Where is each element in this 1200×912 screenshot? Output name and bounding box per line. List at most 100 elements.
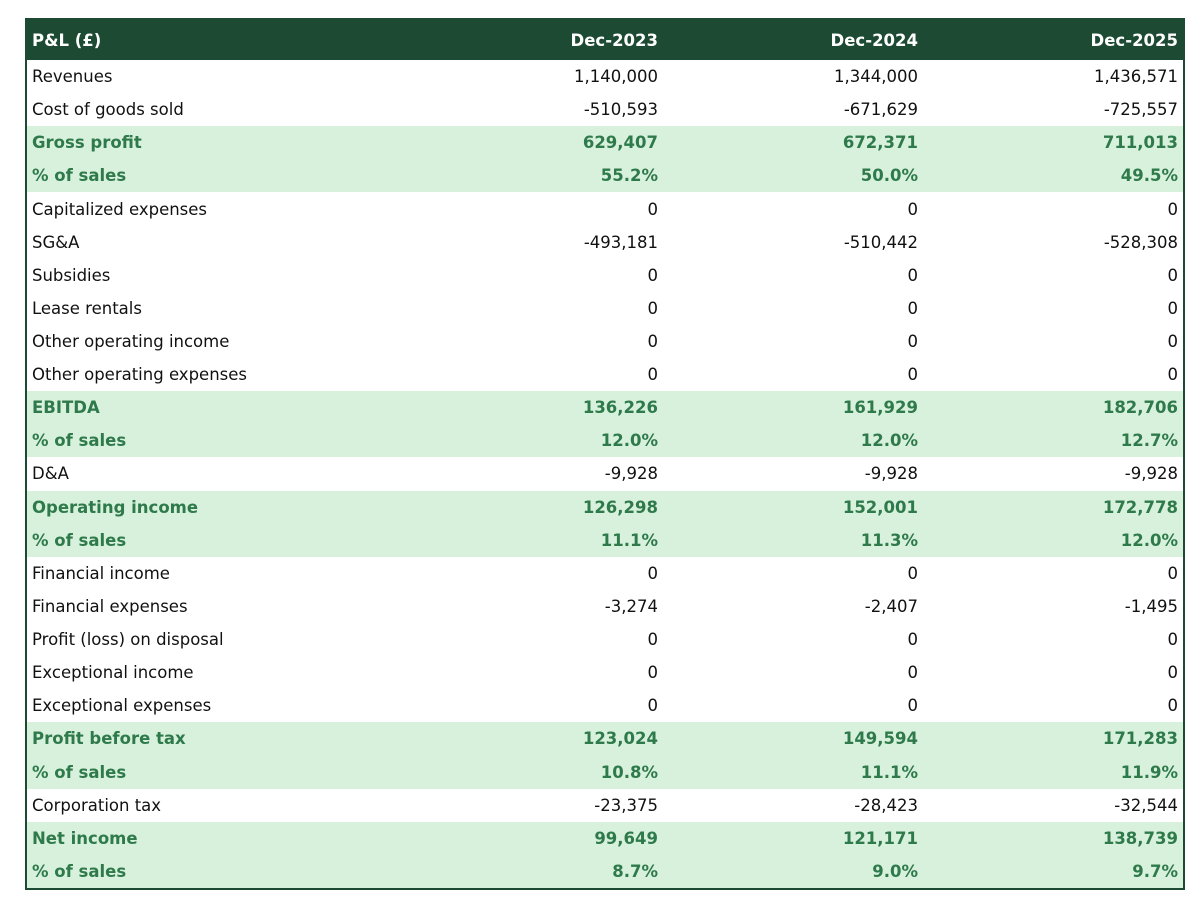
row-value: 0 <box>647 199 659 219</box>
row-value: -671,629 <box>843 100 918 120</box>
row-value: 0 <box>907 332 919 351</box>
row-value: 0 <box>1167 199 1179 219</box>
row-value: 152,001 <box>842 497 918 517</box>
row-value: 9.7% <box>1132 861 1178 881</box>
header-cell: Dec-2023 <box>570 30 658 50</box>
table-row: Financial income 0 0 0 <box>27 557 1183 590</box>
row-label: Lease rentals <box>32 298 142 318</box>
row-value: -9,928 <box>1124 464 1178 484</box>
table-row: Gross profit 629,407 672,371 711,013 <box>27 126 1183 160</box>
header-row: P&L (£) Dec-2023 Dec-2024 Dec-2025 <box>27 20 1183 60</box>
table-row: % of sales 8.7% 9.0% 9.7% <box>27 854 1183 888</box>
row-value: -2,407 <box>864 596 918 616</box>
row-label: Financial income <box>32 563 170 583</box>
row-value: 49.5% <box>1120 166 1178 186</box>
header-cell: P&L (£) <box>32 30 102 50</box>
row-value: -28,423 <box>854 795 918 815</box>
row-value: 629,407 <box>582 133 658 153</box>
row-value: 12.7% <box>1120 431 1178 451</box>
row-value: 10.8% <box>600 762 658 782</box>
row-value: 0 <box>907 563 919 583</box>
row-label: SG&A <box>32 232 80 252</box>
row-value: 149,594 <box>842 729 918 749</box>
row-value: -528,308 <box>1103 232 1178 252</box>
row-value: 0 <box>907 365 919 385</box>
row-label: Exceptional income <box>32 663 194 683</box>
table-row: Other operating expenses 0 0 0 <box>27 358 1183 391</box>
row-label: Operating income <box>32 497 199 517</box>
row-value: 0 <box>907 630 919 650</box>
row-label: Other operating income <box>32 332 230 351</box>
row-label: EBITDA <box>32 398 100 418</box>
row-value: 55.2% <box>600 166 658 186</box>
table-row: EBITDA 136,226 161,929 182,706 <box>27 391 1183 425</box>
row-value: 0 <box>907 265 919 285</box>
row-value: -9,928 <box>864 464 918 484</box>
row-value: -725,557 <box>1103 100 1178 120</box>
row-value: -9,928 <box>604 464 658 484</box>
row-value: 0 <box>1167 332 1179 351</box>
table-row: Other operating income 0 0 0 <box>27 325 1183 358</box>
row-value: 0 <box>647 630 659 650</box>
row-value: 12.0% <box>600 431 658 451</box>
pnl-table: P&L (£) Dec-2023 Dec-2024 Dec-2025 Revenues 1… <box>25 18 1185 890</box>
row-value: 11.1% <box>600 530 658 550</box>
row-value: 0 <box>647 298 659 318</box>
row-value: 11.9% <box>1120 762 1178 782</box>
row-label: Subsidies <box>32 265 111 285</box>
row-label: Cost of goods sold <box>32 100 184 120</box>
table-row: Capitalized expenses 0 0 0 <box>27 192 1183 225</box>
table-row: % of sales 11.1% 11.3% 12.0% <box>27 523 1183 557</box>
table-row: Lease rentals 0 0 0 <box>27 292 1183 325</box>
row-label: % of sales <box>32 431 127 451</box>
row-label: Exceptional expenses <box>32 696 212 716</box>
row-value: 126,298 <box>582 497 658 517</box>
header-cell: Dec-2025 <box>1090 30 1178 50</box>
table-row: Profit before tax 123,024 149,594 171,283 <box>27 722 1183 756</box>
row-label: Profit before tax <box>32 729 186 749</box>
table-row: Cost of goods sold -510,593 -671,629 -725,5… <box>27 93 1183 126</box>
row-value: 11.1% <box>860 762 918 782</box>
row-value: 50.0% <box>860 166 918 186</box>
row-value: 1,436,571 <box>1094 67 1178 87</box>
row-value: 0 <box>1167 298 1179 318</box>
row-value: 0 <box>1167 663 1179 683</box>
row-label: Financial expenses <box>32 596 188 616</box>
row-label: % of sales <box>32 861 127 881</box>
row-value: 0 <box>907 696 919 716</box>
row-value: 0 <box>1167 265 1179 285</box>
row-value: 123,024 <box>582 729 658 749</box>
row-value: 172,778 <box>1102 497 1178 517</box>
row-value: 711,013 <box>1102 133 1178 153</box>
row-value: -3,274 <box>604 596 658 616</box>
row-value: 99,649 <box>594 828 658 848</box>
row-value: 9.0% <box>872 861 918 881</box>
row-value: -1,495 <box>1124 596 1178 616</box>
row-value: 0 <box>907 663 919 683</box>
row-label: Profit (loss) on disposal <box>32 630 224 650</box>
row-value: -510,593 <box>583 100 658 120</box>
row-value: 1,140,000 <box>574 67 658 87</box>
table-row: Net income 99,649 121,171 138,739 <box>27 821 1183 855</box>
table-row: % of sales 10.8% 11.1% 11.9% <box>27 755 1183 789</box>
row-label: Gross profit <box>32 133 142 153</box>
row-value: 0 <box>647 332 659 351</box>
row-value: 0 <box>1167 563 1179 583</box>
row-value: 171,283 <box>1102 729 1178 749</box>
table-row: SG&A -493,181 -510,442 -528,308 <box>27 226 1183 259</box>
row-value: 11.3% <box>860 530 918 550</box>
row-value: 182,706 <box>1102 398 1178 418</box>
row-value: 0 <box>647 563 659 583</box>
row-value: 0 <box>1167 630 1179 650</box>
row-value: 0 <box>907 199 919 219</box>
row-label: Other operating expenses <box>32 365 247 385</box>
row-value: 161,929 <box>842 398 918 418</box>
row-value: 12.0% <box>860 431 918 451</box>
row-value: -493,181 <box>583 232 658 252</box>
row-label: % of sales <box>32 762 127 782</box>
table-row: Profit (loss) on disposal 0 0 0 <box>27 623 1183 656</box>
row-value: -32,544 <box>1114 795 1178 815</box>
row-value: 8.7% <box>612 861 658 881</box>
row-value: 0 <box>647 265 659 285</box>
